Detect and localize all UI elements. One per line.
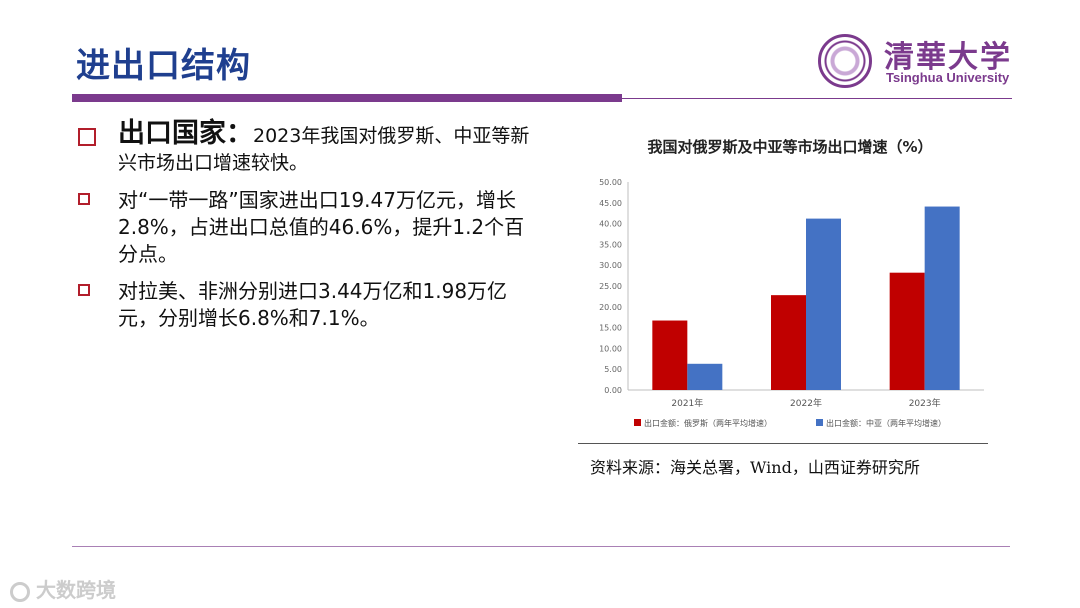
bar [652, 320, 688, 390]
watermark-text: 大数跨境 [36, 578, 116, 602]
y-tick-label: 40.00 [599, 220, 622, 229]
y-tick-label: 10.00 [599, 344, 622, 353]
title-underline-thick [72, 94, 622, 102]
legend-label: 出口金额：俄罗斯（两年平均增速） [644, 418, 772, 428]
university-seal-icon [818, 34, 872, 88]
footer-rule [72, 546, 1010, 547]
bullet-item: 对拉美、非洲分别进口3.44万亿和1.98万亿元，分别增长6.8%和7.1%。 [78, 278, 538, 332]
y-tick-label: 50.00 [599, 178, 622, 187]
export-growth-chart: 我国对俄罗斯及中亚等市场出口增速（%） 0.00 5.00 10.00 15.00 20.… [599, 138, 984, 428]
bar [806, 218, 841, 390]
legend-swatch [634, 419, 641, 426]
y-tick-label: 20.00 [599, 303, 622, 312]
tsinghua-logo: 清華大学 Tsinghua University [818, 32, 1018, 88]
bar [771, 295, 806, 390]
square-bullet-icon [78, 128, 96, 146]
y-tick-label: 0.00 [604, 386, 622, 395]
title-underline-thin [622, 98, 1012, 99]
bullet-text: 对拉美、非洲分别进口3.44万亿和1.98万亿元，分别增长6.8%和7.1%。 [118, 279, 508, 330]
bullet-lead: 出口国家： [118, 118, 253, 149]
bar [924, 206, 960, 390]
bar [687, 363, 723, 390]
bullet-item: 对“一带一路”国家进出口19.47万亿元，增长2.8%，占进出口总值的46.6%… [78, 187, 538, 268]
bullet-list: 出口国家：2023年我国对俄罗斯、中亚等新兴市场出口增速较快。 对“一带一路”国… [78, 120, 538, 342]
y-tick-label: 5.00 [604, 365, 622, 374]
chart-divider [578, 443, 988, 444]
chart-title: 我国对俄罗斯及中亚等市场出口增速（%） [647, 138, 932, 156]
bullet-text: 2023年我国对俄罗斯、中亚等新兴市场出口增速较快。 [118, 125, 530, 174]
logo-english-text: Tsinghua University [886, 70, 1010, 85]
bullet-text: 对“一带一路”国家进出口19.47万亿元，增长2.8%，占进出口总值的46.6%… [118, 188, 525, 266]
logo-chinese-text: 清華大学 [884, 40, 1012, 75]
x-tick-label: 2021年 [671, 397, 703, 409]
watermark: 大数跨境 [10, 574, 116, 603]
x-tick-label: 2022年 [790, 397, 822, 409]
square-bullet-icon [78, 193, 90, 205]
legend-swatch [816, 419, 823, 426]
x-tick-label: 2023年 [909, 397, 941, 409]
y-tick-label: 35.00 [599, 240, 622, 249]
source-note: 资料来源：海关总署，Wind，山西证券研究所 [590, 458, 920, 477]
legend-label: 出口金额：中亚（两年平均增速） [826, 418, 946, 428]
y-tick-label: 45.00 [599, 199, 622, 208]
watermark-logo-icon [10, 581, 30, 602]
slide-title: 进出口结构 [76, 46, 251, 86]
y-tick-label: 30.00 [599, 261, 622, 270]
bar [889, 272, 925, 390]
bullet-item-main: 出口国家：2023年我国对俄罗斯、中亚等新兴市场出口增速较快。 [78, 120, 538, 177]
y-tick-label: 15.00 [599, 324, 622, 333]
y-tick-label: 25.00 [599, 282, 622, 291]
square-bullet-icon [78, 284, 90, 296]
